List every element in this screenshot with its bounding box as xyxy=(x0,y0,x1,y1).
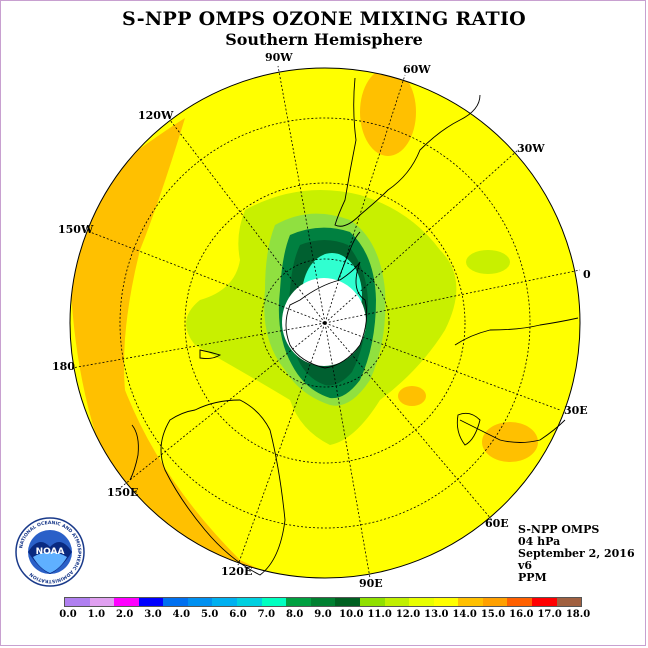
orange-patch-60w xyxy=(360,68,416,156)
coastline-south-america xyxy=(334,77,481,227)
info-version: v6 xyxy=(518,559,533,572)
colorbar-tick-label: 12.0 xyxy=(395,609,421,620)
colorbar-segment xyxy=(384,598,410,606)
lon-label-150e: 150E xyxy=(107,486,139,499)
meridian-30e xyxy=(324,322,561,411)
lon-label-90w: 90W xyxy=(265,51,293,64)
colorbar-tick-label: 16.0 xyxy=(509,609,534,620)
colorbar-tick-label: 3.0 xyxy=(144,609,162,620)
lon-label-30e: 30E xyxy=(564,404,588,417)
colorbar-segment xyxy=(531,598,557,606)
colorbar-tick-label: 17.0 xyxy=(537,609,562,620)
colorbar-segment xyxy=(89,598,115,606)
lon-label-0: 0 xyxy=(583,268,591,281)
colorbar-tick-label: 14.0 xyxy=(452,609,477,620)
latitude-circle-80 xyxy=(260,258,390,388)
lon-label-60e: 60E xyxy=(485,517,509,530)
meridian-120w xyxy=(169,119,326,324)
meridian-90w xyxy=(277,65,326,324)
colorbar-tick-label: 9.0 xyxy=(314,609,332,620)
colorbar-tick-label: 0.0 xyxy=(59,609,77,620)
colorbar-segment xyxy=(556,598,582,606)
colorbar-tick-label: 6.0 xyxy=(229,609,247,620)
colorbar-segment xyxy=(507,598,532,606)
info-date: September 2, 2016 xyxy=(518,547,635,560)
noaa-logo: NATIONAL OCEANIC AND ATMOSPHERIC ADMINIS… xyxy=(15,517,85,587)
lon-label-150w: 150W xyxy=(58,223,94,236)
orange-band-west xyxy=(70,118,330,578)
coastline-australia xyxy=(160,399,286,576)
colorbar-segment xyxy=(138,598,164,606)
coastline-antarctica xyxy=(285,261,368,369)
lon-label-60w: 60W xyxy=(403,63,431,76)
colorbar-tick-label: 7.0 xyxy=(257,609,276,620)
colorbar-segment xyxy=(212,598,238,606)
colorbar-tick-label: 15.0 xyxy=(480,609,506,620)
colorbar-segment xyxy=(286,598,311,606)
coastline-ross-islands xyxy=(199,349,222,360)
south-pole-marker xyxy=(322,321,326,325)
colorbar xyxy=(64,597,582,607)
colorbar-segment xyxy=(114,598,139,606)
coastline-antarctic-peninsula xyxy=(337,231,361,281)
meridian-30w xyxy=(324,149,519,324)
lon-label-30w: 30W xyxy=(517,142,545,155)
info-block: S-NPP OMPS 04 hPa September 2, 2016 v6 P… xyxy=(518,524,635,584)
lon-label-180: 180 xyxy=(52,360,75,373)
colorbar-segment xyxy=(163,598,188,606)
coastline-africa xyxy=(454,317,579,443)
colorbar-tick-label: 18.0 xyxy=(565,609,591,620)
info-product: S-NPP OMPS xyxy=(518,523,600,536)
coastlines xyxy=(129,77,579,576)
colorbar-segment xyxy=(482,598,508,606)
colorbar-segment xyxy=(335,598,360,606)
info-level: 04 hPa xyxy=(518,535,561,548)
colorbar-tick-label: 2.0 xyxy=(115,609,134,620)
colorbar-tick-label: 1.0 xyxy=(87,609,106,620)
lon-label-90e: 90E xyxy=(359,577,383,590)
colorbar-segment xyxy=(65,598,90,606)
meridian-180 xyxy=(71,322,326,369)
map-title: S-NPP OMPS OZONE MIXING RATIO xyxy=(121,8,527,30)
map-boundary xyxy=(69,67,581,579)
colorbar-tick-label: 10.0 xyxy=(339,609,364,620)
colorbar-segment xyxy=(237,598,262,606)
map-subtitle: Southern Hemisphere xyxy=(225,30,423,49)
colorbar-segment xyxy=(187,598,213,606)
lon-label-120e: 120E xyxy=(221,565,253,578)
coastline-madagascar xyxy=(456,412,481,446)
info-units: PPM xyxy=(518,571,547,584)
colorbar-segment xyxy=(310,598,336,606)
colorbar-segment xyxy=(433,598,459,606)
meridian-90e xyxy=(324,322,371,579)
colorbar-segment xyxy=(359,598,385,606)
meridian-60e xyxy=(324,322,493,521)
orange-patch-small xyxy=(398,386,426,406)
coastline-new-zealand xyxy=(129,424,139,481)
colorbar-tick-label: 5.0 xyxy=(200,609,219,620)
colorbar-tick-label: 11.0 xyxy=(367,609,392,620)
colorbar-segment xyxy=(261,598,287,606)
colorbar-tick-label: 13.0 xyxy=(424,609,449,620)
colorbar-tick-label: 8.0 xyxy=(285,609,304,620)
latitude-circle-40 xyxy=(119,117,531,529)
light-green-patch-east xyxy=(466,250,510,274)
colorbar-segment xyxy=(409,598,434,606)
colorbar-tick-label: 4.0 xyxy=(172,609,191,620)
noaa-logo-text: NOAA xyxy=(36,547,65,557)
latitude-circle-60 xyxy=(184,182,466,464)
meridian-0 xyxy=(324,269,581,324)
lon-label-120w: 120W xyxy=(138,109,174,122)
meridian-120e xyxy=(237,322,326,566)
meridian-60w xyxy=(324,74,406,324)
graticule xyxy=(71,65,581,579)
colorbar-segment xyxy=(458,598,483,606)
